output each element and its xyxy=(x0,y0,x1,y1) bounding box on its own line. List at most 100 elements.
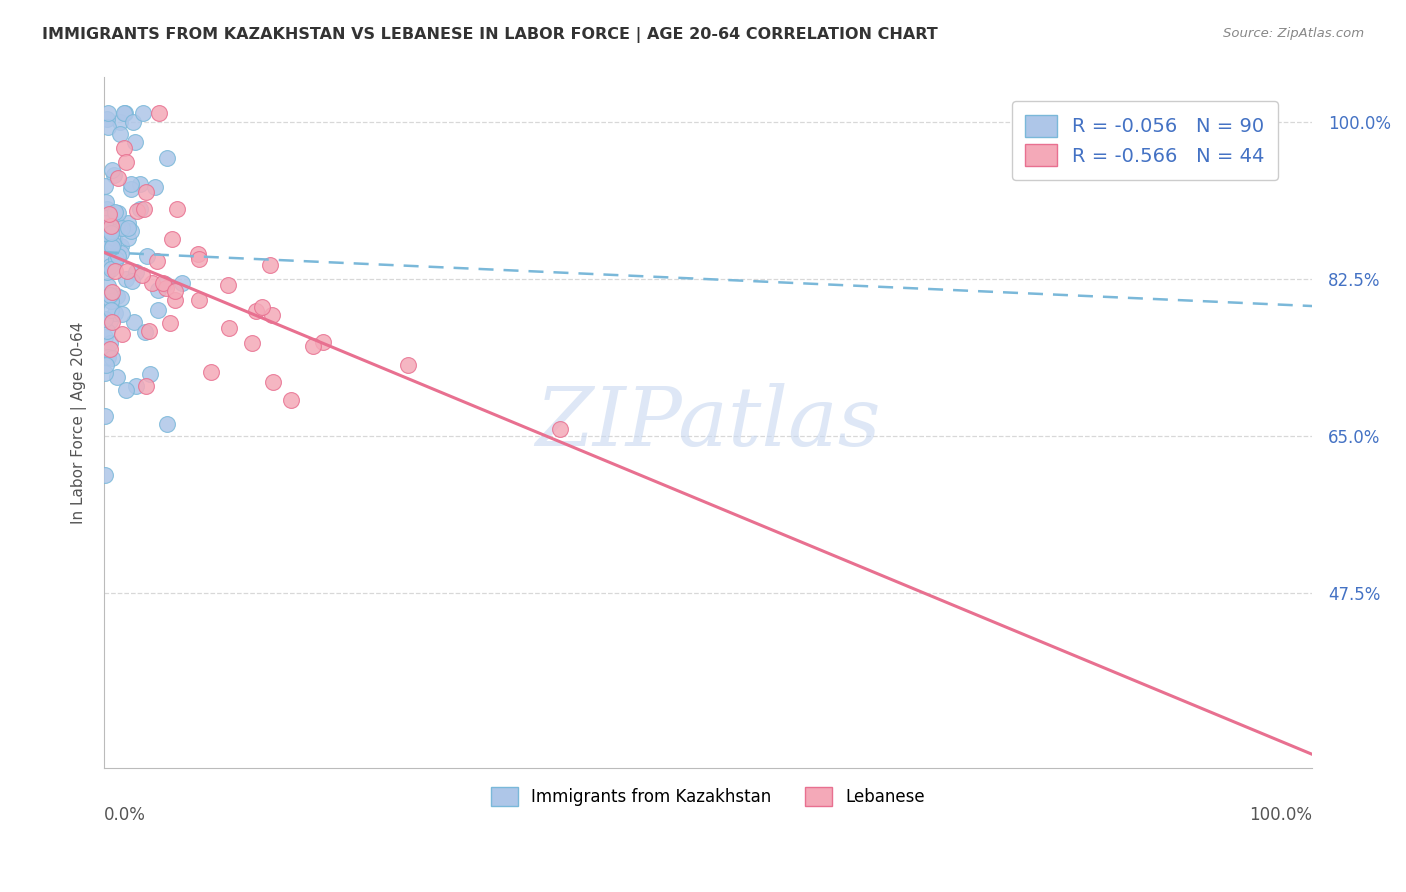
Text: 100.0%: 100.0% xyxy=(1249,805,1312,823)
Point xyxy=(107,170,129,185)
Legend: Immigrants from Kazakhstan, Lebanese: Immigrants from Kazakhstan, Lebanese xyxy=(479,775,936,818)
Point xyxy=(110,115,132,129)
Point xyxy=(122,114,145,128)
Point xyxy=(172,276,194,290)
Point xyxy=(156,151,179,165)
Point xyxy=(98,343,121,357)
Point xyxy=(135,185,157,199)
Point xyxy=(129,177,152,191)
Point xyxy=(107,249,129,263)
Point xyxy=(101,285,124,300)
Point xyxy=(218,320,240,334)
Point xyxy=(120,182,142,196)
Point xyxy=(94,211,117,225)
Point xyxy=(135,379,157,393)
Point xyxy=(110,220,132,235)
Point xyxy=(105,220,128,235)
Point xyxy=(110,291,132,305)
Point xyxy=(97,207,120,221)
Point xyxy=(260,308,283,322)
Point xyxy=(103,231,125,245)
Point xyxy=(98,237,121,252)
Point xyxy=(96,265,118,279)
Point xyxy=(100,293,122,308)
Point xyxy=(302,339,325,353)
Point xyxy=(132,106,155,120)
Point xyxy=(159,316,181,330)
Point xyxy=(262,375,284,389)
Point xyxy=(97,278,120,293)
Point xyxy=(120,177,142,191)
Text: 0.0%: 0.0% xyxy=(104,805,146,823)
Point xyxy=(94,366,117,380)
Point xyxy=(94,195,117,210)
Point xyxy=(124,136,146,150)
Point xyxy=(121,274,143,288)
Point xyxy=(115,271,138,285)
Point xyxy=(100,260,122,274)
Text: IMMIGRANTS FROM KAZAKHSTAN VS LEBANESE IN LABOR FORCE | AGE 20-64 CORRELATION CH: IMMIGRANTS FROM KAZAKHSTAN VS LEBANESE I… xyxy=(42,27,938,43)
Point xyxy=(187,247,209,261)
Point xyxy=(107,205,129,219)
Point xyxy=(120,224,142,238)
Point xyxy=(96,324,118,338)
Point xyxy=(166,202,188,217)
Point xyxy=(94,409,117,423)
Point xyxy=(100,224,122,238)
Point xyxy=(103,168,125,182)
Point xyxy=(94,358,117,372)
Point xyxy=(111,307,134,321)
Point xyxy=(94,216,117,230)
Point xyxy=(104,205,127,219)
Point xyxy=(97,351,120,365)
Point xyxy=(101,351,124,365)
Point xyxy=(250,300,273,314)
Point xyxy=(125,378,148,392)
Point xyxy=(117,264,139,278)
Point xyxy=(101,240,124,254)
Point xyxy=(143,180,166,194)
Point xyxy=(245,303,267,318)
Point xyxy=(117,230,139,244)
Point xyxy=(101,163,124,178)
Point xyxy=(165,284,187,298)
Point xyxy=(112,106,135,120)
Point xyxy=(94,237,117,252)
Point xyxy=(96,120,118,134)
Point xyxy=(105,370,128,384)
Point xyxy=(100,219,122,234)
Point xyxy=(136,249,159,263)
Point xyxy=(98,288,121,302)
Point xyxy=(110,238,132,252)
Point xyxy=(148,106,170,120)
Point xyxy=(146,284,169,298)
Point xyxy=(94,226,117,240)
Point xyxy=(259,259,281,273)
Point xyxy=(101,215,124,229)
Point xyxy=(188,293,211,308)
Point xyxy=(94,468,117,483)
Point xyxy=(100,226,122,240)
Point xyxy=(548,422,571,436)
Point xyxy=(156,417,179,432)
Point xyxy=(117,221,139,235)
Point xyxy=(152,276,174,290)
Point xyxy=(97,106,120,120)
Point xyxy=(96,202,118,216)
Point xyxy=(104,264,127,278)
Point xyxy=(110,245,132,260)
Text: ZIPatlas: ZIPatlas xyxy=(536,383,880,463)
Point xyxy=(280,392,302,407)
Point xyxy=(94,312,117,326)
Point xyxy=(112,141,135,155)
Point xyxy=(134,325,156,339)
Point xyxy=(96,112,118,127)
Point xyxy=(129,202,152,217)
Point xyxy=(160,232,183,246)
Point xyxy=(145,254,167,268)
Point xyxy=(110,127,132,141)
Point xyxy=(105,288,128,302)
Point xyxy=(117,215,139,229)
Point xyxy=(97,215,120,229)
Point xyxy=(139,367,162,381)
